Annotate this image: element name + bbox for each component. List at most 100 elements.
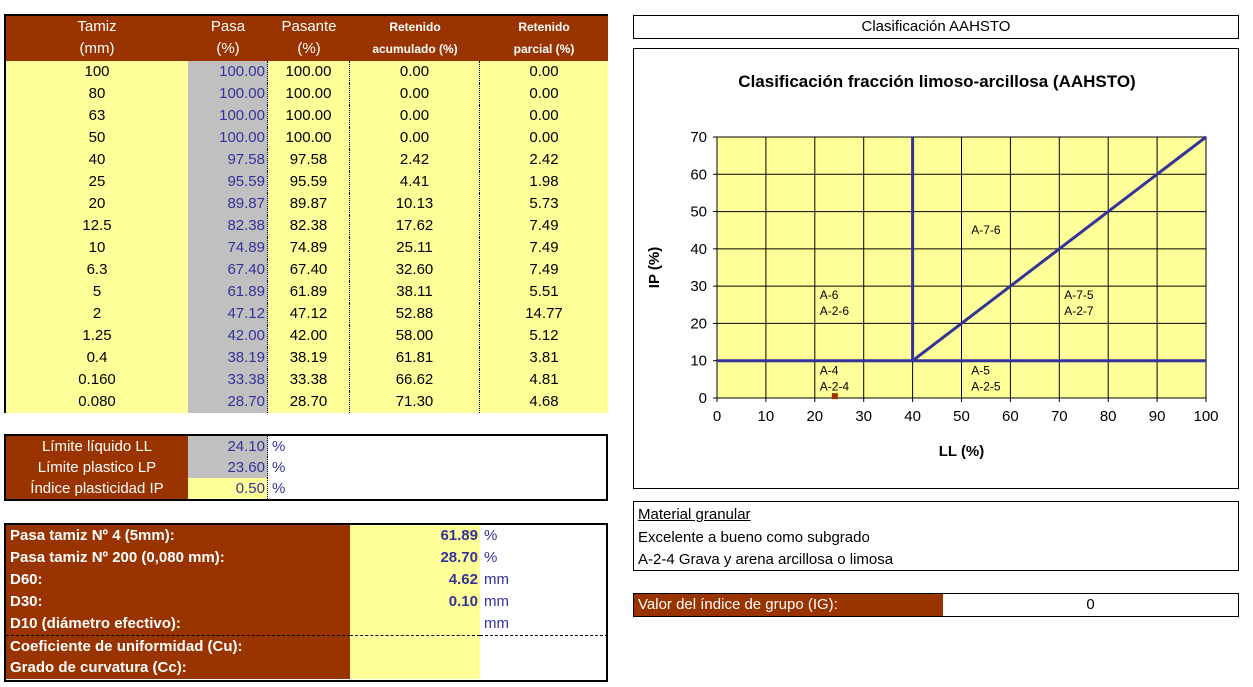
y-tick-label: 10: [690, 353, 707, 370]
sieve-cell: 33.38: [268, 369, 350, 391]
sieve-cell: 38.19: [188, 347, 268, 369]
chart: Clasificación fracción limoso-arcillosa …: [633, 48, 1239, 489]
sieve-cell: 2: [6, 303, 188, 325]
sieve-cell: 82.38: [268, 215, 350, 237]
limit-value: 24.10: [188, 436, 268, 457]
y-tick-label: 40: [690, 241, 707, 258]
sieve-cell: 50: [6, 127, 188, 149]
sieve-cell: 71.30: [350, 391, 480, 413]
sieve-cell: 100.00: [268, 83, 350, 105]
region-label: A-2-5: [971, 380, 1001, 394]
sieve-cell: 74.89: [268, 237, 350, 259]
gran-unit: mm: [484, 615, 509, 632]
header-cell: (%): [268, 38, 350, 60]
x-tick-label: 80: [1100, 408, 1117, 425]
sieve-cell: 10.13: [350, 193, 480, 215]
sieve-cell: 95.59: [188, 171, 268, 193]
x-tick-label: 10: [758, 408, 775, 425]
sieve-cell: 12.5: [6, 215, 188, 237]
sieve-cell: 3.81: [480, 347, 608, 369]
sieve-cell: 97.58: [188, 149, 268, 171]
sieve-cell: 5.12: [480, 325, 608, 347]
x-tick-label: 0: [713, 408, 721, 425]
group-index-row: Valor del índice de grupo (IG): 0: [633, 593, 1239, 617]
region-label: A-7-5: [1064, 288, 1094, 302]
limit-unit: %: [272, 438, 286, 455]
sieve-cell: 52.88: [350, 303, 480, 325]
limit-unit: %: [272, 459, 286, 476]
sieve-cell: 38.11: [350, 281, 480, 303]
sieve-cell: 7.49: [480, 237, 608, 259]
gran-value: [350, 635, 480, 657]
region-label: A-4: [820, 364, 839, 378]
sieve-cell: 10: [6, 237, 188, 259]
sieve-cell: 0.4: [6, 347, 188, 369]
data-point: [831, 393, 838, 400]
sieve-cell: 32.60: [350, 259, 480, 281]
result-classification: A-2-4 Grava y arena arcillosa o limosa: [638, 551, 894, 568]
sieve-cell: 100.00: [268, 105, 350, 127]
sieve-cell: 17.62: [350, 215, 480, 237]
sieve-cell: 61.89: [188, 281, 268, 303]
region-label: A-2-7: [1064, 304, 1094, 318]
sieve-cell: 2.42: [480, 149, 608, 171]
gran-label: D10 (diámetro efectivo):: [6, 613, 350, 635]
sieve-cell: 2.42: [350, 149, 480, 171]
sieve-cell: 0.00: [350, 61, 480, 83]
y-tick-label: 20: [690, 315, 707, 332]
sieve-cell: 0.00: [480, 83, 608, 105]
gran-unit: %: [484, 549, 498, 566]
region-label: A-2-6: [820, 304, 850, 318]
result-rating: Excelente a bueno como subgrado: [638, 529, 870, 546]
header-cell: Retenido: [480, 16, 608, 38]
sieve-cell: 7.49: [480, 259, 608, 281]
sieve-cell: 47.12: [188, 303, 268, 325]
gran-label: D60:: [6, 569, 350, 591]
sieve-cell: 38.19: [268, 347, 350, 369]
group-index-label: Valor del índice de grupo (IG):: [634, 594, 943, 616]
gran-label: D30:: [6, 591, 350, 613]
region-label: A-5: [971, 364, 990, 378]
sieve-cell: 42.00: [188, 325, 268, 347]
gran-label: Grado de curvatura (Cc):: [6, 657, 350, 679]
header-cell: acumulado (%): [350, 38, 480, 60]
y-tick-label: 70: [690, 129, 707, 146]
gran-value: 28.70: [350, 547, 480, 569]
header-cell: Pasante: [268, 16, 350, 38]
y-tick-label: 50: [690, 204, 707, 221]
x-axis-label: LL (%): [939, 443, 985, 460]
header-cell: Retenido: [350, 16, 480, 38]
result-box: Material granular Excelente a bueno como…: [633, 501, 1239, 571]
gran-value: [350, 613, 480, 635]
gran-unit: mm: [484, 571, 509, 588]
sieve-cell: 58.00: [350, 325, 480, 347]
sieve-cell: 100.00: [268, 61, 350, 83]
sieve-cell: 0.00: [480, 127, 608, 149]
sieve-cell: 7.49: [480, 215, 608, 237]
x-tick-label: 90: [1149, 408, 1166, 425]
sieve-cell: 0.080: [6, 391, 188, 413]
sieve-cell: 1.98: [480, 171, 608, 193]
sieve-table: Tamiz (mm) Pasa (%) Pasante (%) Retenido acumul…: [4, 14, 608, 413]
gran-unit: [480, 657, 608, 679]
gran-label: Coeficiente de uniformidad (Cu):: [6, 635, 350, 657]
sieve-cell: 0.00: [350, 105, 480, 127]
limit-value: 23.60: [188, 457, 268, 478]
sieve-cell: 28.70: [188, 391, 268, 413]
sieve-cell: 100.00: [188, 61, 268, 83]
sieve-cell: 4.68: [480, 391, 608, 413]
limit-value: 0.50: [188, 478, 268, 499]
sieve-cell: 40: [6, 149, 188, 171]
x-tick-label: 50: [953, 408, 970, 425]
sieve-cell: 4.41: [350, 171, 480, 193]
granulometry-table: Pasa tamiz Nº 4 (5mm): 61.89% Pasa tamiz N…: [4, 523, 608, 682]
region-label: A-2-4: [820, 380, 850, 394]
sieve-cell: 0.00: [350, 127, 480, 149]
gran-label: Pasa tamiz Nº 200 (0,080 mm):: [6, 547, 350, 569]
gran-value: [350, 657, 480, 679]
sieve-cell: 100.00: [188, 127, 268, 149]
x-tick-label: 20: [806, 408, 823, 425]
gran-unit: %: [484, 527, 498, 544]
sieve-cell: 95.59: [268, 171, 350, 193]
